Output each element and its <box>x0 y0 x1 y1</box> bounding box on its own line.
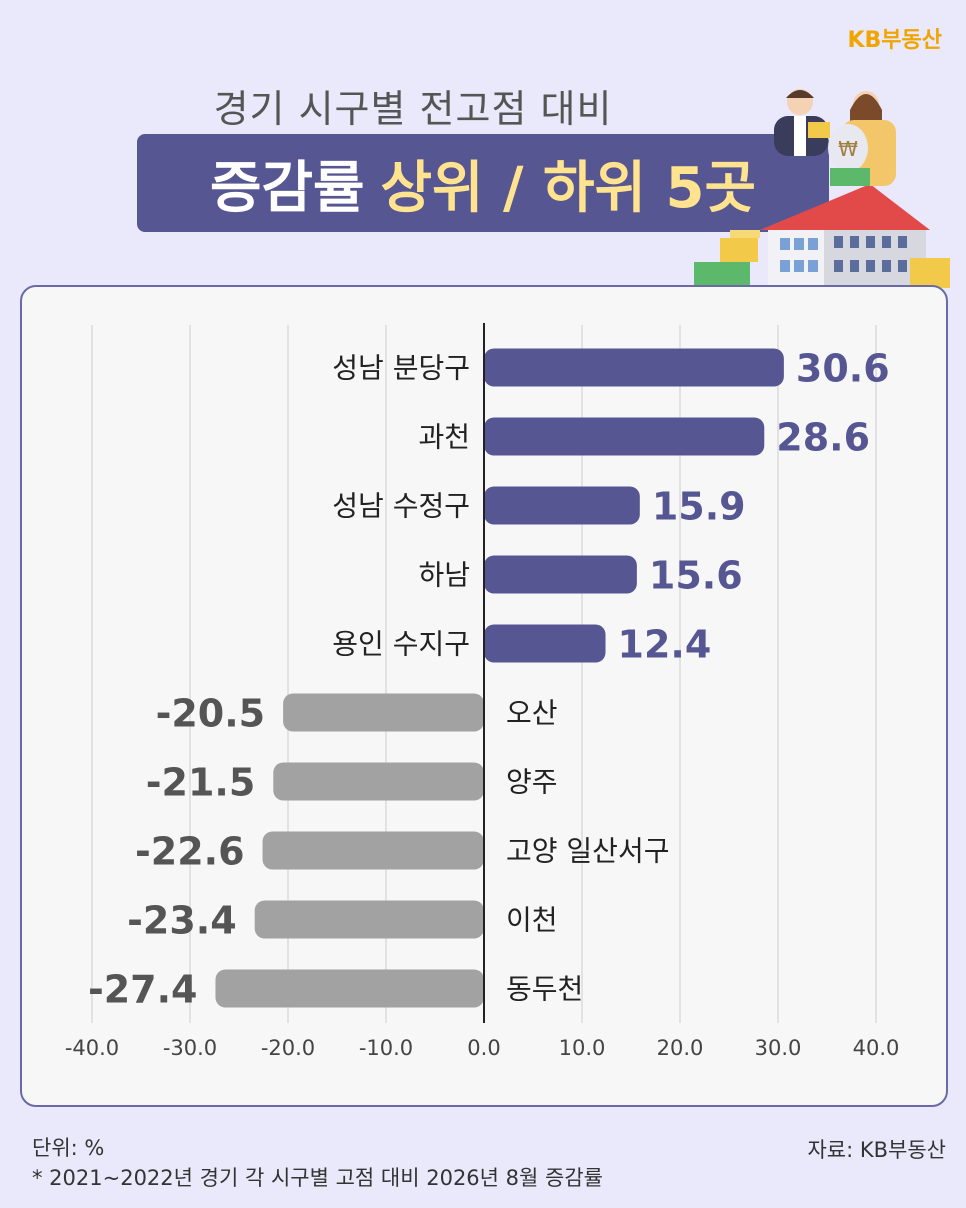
bar <box>283 693 484 732</box>
value-label: 15.6 <box>649 554 743 598</box>
x-tick-label: 40.0 <box>853 1036 900 1060</box>
bar <box>262 831 484 870</box>
value-label: -27.4 <box>88 968 198 1012</box>
value-label: -20.5 <box>156 692 266 736</box>
bar <box>484 555 637 594</box>
bar <box>273 762 484 801</box>
svg-text:₩: ₩ <box>838 137 858 161</box>
x-tick-label: -20.0 <box>261 1036 315 1060</box>
bar-chart: -40.0 -30.0 -20.0 -10.0 0.0 10.0 20.0 30.0 40.0 성… <box>65 323 900 1060</box>
x-tick-label: 30.0 <box>755 1036 802 1060</box>
title-line1: 경기 시구별 전고점 대비 <box>213 87 613 131</box>
bar <box>484 417 765 456</box>
title-banner: 증감률 상위 / 하위 5곳 <box>137 134 829 232</box>
unit-note: 단위: % <box>32 1136 105 1160</box>
x-tick-label: -10.0 <box>359 1036 413 1060</box>
value-label: 28.6 <box>776 416 870 460</box>
category-label: 과천 <box>418 421 470 454</box>
x-tick-label: 10.0 <box>559 1036 606 1060</box>
value-label: 15.9 <box>652 485 746 529</box>
x-tick-label: -40.0 <box>65 1036 119 1060</box>
bar <box>215 969 485 1008</box>
bar <box>484 486 640 525</box>
value-label: -21.5 <box>146 761 256 805</box>
bar <box>484 348 784 387</box>
category-label: 용인 수지구 <box>332 628 470 661</box>
brand-logo: KB부동산 <box>847 28 942 53</box>
title-part-b: 상위 / 하위 5곳 <box>380 155 757 221</box>
category-label: 동두천 <box>506 973 583 1006</box>
value-label: -22.6 <box>135 830 245 874</box>
value-label: 12.4 <box>618 623 712 667</box>
category-label: 하남 <box>418 559 470 592</box>
x-tick-label: -30.0 <box>163 1036 217 1060</box>
bar <box>484 624 606 663</box>
category-label: 이천 <box>506 904 558 937</box>
value-label: -23.4 <box>127 899 237 943</box>
source-note: 자료: KB부동산 <box>807 1138 946 1162</box>
category-label: 성남 수정구 <box>332 490 470 523</box>
category-label: 성남 분당구 <box>332 352 470 385</box>
category-label: 양주 <box>506 766 558 799</box>
x-tick-label: 0.0 <box>467 1036 500 1060</box>
footnote: * 2021~2022년 경기 각 시구별 고점 대비 2026년 8월 증감률 <box>32 1166 603 1190</box>
category-label: 고양 일산서구 <box>506 835 669 868</box>
people-house-illustration: ₩ <box>694 89 950 290</box>
category-label: 오산 <box>506 697 558 730</box>
x-tick-label: 20.0 <box>657 1036 704 1060</box>
bar <box>254 900 484 939</box>
title-part-a: 증감률 <box>209 155 365 221</box>
value-label: 30.6 <box>796 347 890 391</box>
